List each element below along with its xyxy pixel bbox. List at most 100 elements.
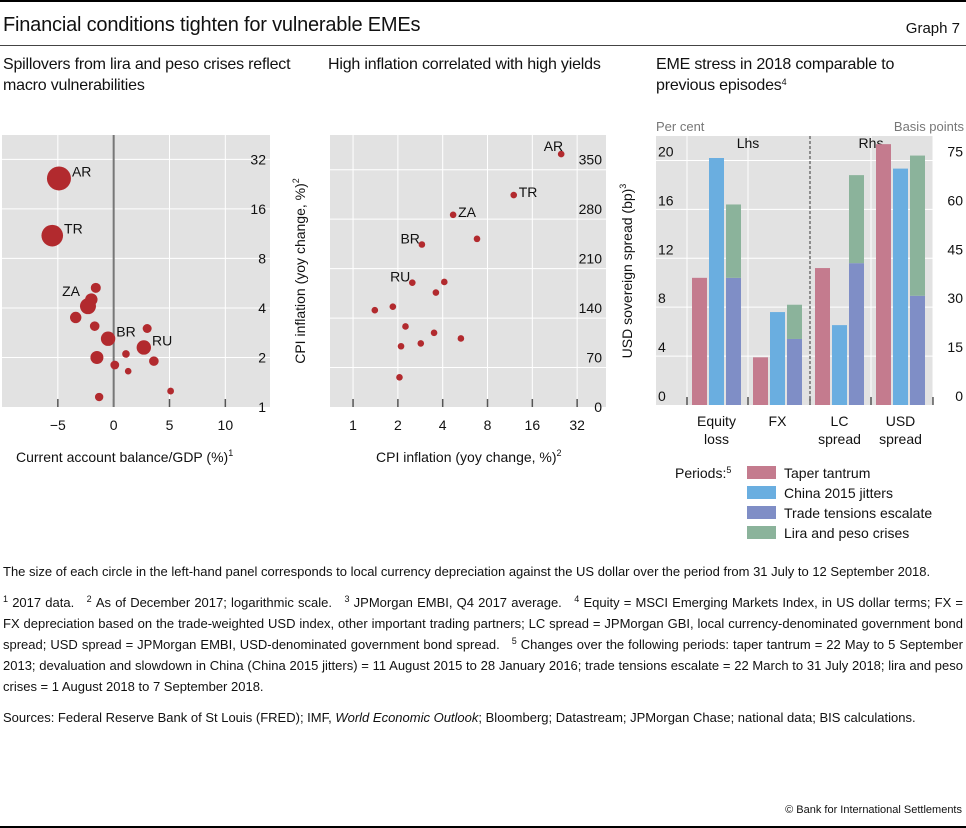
panel2-y-tick: 350 xyxy=(579,152,603,168)
panel2-point xyxy=(510,191,518,199)
panel2-y-tick: 280 xyxy=(579,201,603,217)
panel2-point-label: BR xyxy=(400,231,419,247)
panel3-bar-taper-tantrum xyxy=(692,277,707,405)
sources-prefix: Sources: Federal Reserve Bank of St Loui… xyxy=(3,710,336,725)
legend-title-text: Periods: xyxy=(675,465,727,481)
panel1-x-tick: 5 xyxy=(166,417,174,433)
panel3-category-label: spread xyxy=(879,431,922,447)
panel1-point xyxy=(124,367,132,375)
footnotes: 1 2017 data. 2 As of December 2017; loga… xyxy=(3,592,963,697)
panel3-bar-trade-tensions xyxy=(726,277,741,405)
legend-item-trade-tensions: Trade tensions escalate xyxy=(747,505,932,525)
legend-item-lira-peso: Lira and peso crises xyxy=(747,525,909,545)
panel3-bar-trade-tensions xyxy=(910,295,925,405)
legend-label: Lira and peso crises xyxy=(784,525,910,541)
panel1-y-tick: 8 xyxy=(258,250,266,266)
panel1-point xyxy=(100,331,116,346)
panel3-lhs-tick: 0 xyxy=(658,388,666,404)
panel2-point xyxy=(397,342,405,350)
panel3-lhs-label: Lhs xyxy=(737,135,760,151)
panel1-point-label: RU xyxy=(152,332,172,348)
panel1-x-tick: 0 xyxy=(110,417,118,433)
panel3-lhs-tick: 16 xyxy=(658,192,674,208)
panel1-y-axis-label: CPI inflation (yoy change, %)2 xyxy=(291,178,308,364)
panel3-rhs-tick: 15 xyxy=(947,339,963,355)
panel1-x-tick: 10 xyxy=(218,417,234,433)
panel2-point xyxy=(473,235,481,243)
panel3-category-label: spread xyxy=(818,431,861,447)
panel3-bar-lira-peso xyxy=(726,204,741,278)
panel3-category-label: Equity xyxy=(697,413,736,429)
panel3-bar-taper-tantrum xyxy=(753,357,768,405)
top-rule xyxy=(0,0,966,2)
panel3-left-unit: Per cent xyxy=(656,119,705,134)
legend-label: China 2015 jitters xyxy=(784,485,893,501)
legend-swatch xyxy=(747,486,776,499)
panel2-point xyxy=(440,278,448,286)
legend-title: Periods:5 xyxy=(675,465,731,481)
panel1-point xyxy=(94,392,104,402)
panel2-point xyxy=(418,241,426,248)
panel1-point xyxy=(90,350,104,364)
panel1-point xyxy=(79,298,96,315)
panel1-y-tick: 1 xyxy=(258,399,266,415)
legend-swatch xyxy=(747,506,776,519)
legend-title-sup: 5 xyxy=(726,465,732,475)
panel3-right-unit: Basis points xyxy=(894,119,965,134)
panel2-point xyxy=(402,323,409,330)
sources: Sources: Federal Reserve Bank of St Loui… xyxy=(3,707,963,728)
sources-italic: World Economic Outlook xyxy=(335,710,479,725)
panel2-x-tick: 16 xyxy=(525,417,541,433)
panel1-point xyxy=(122,350,130,358)
panel1-point xyxy=(142,324,152,334)
panel1-point xyxy=(136,340,152,355)
panel1-y-tick: 16 xyxy=(250,201,266,217)
panel3-rhs-tick: 75 xyxy=(947,143,963,159)
panel3-lhs-tick: 12 xyxy=(658,241,674,257)
panel3-category-label: loss xyxy=(704,431,729,447)
legend-item-china-2015-jitters: China 2015 jitters xyxy=(747,485,893,505)
panel2-y-tick: 70 xyxy=(586,350,602,366)
panel3-bar-taper-tantrum xyxy=(876,144,891,405)
panel2-y-tick: 0 xyxy=(594,399,602,415)
fn2-marker: 2 xyxy=(86,594,92,604)
bottom-rule xyxy=(0,826,966,828)
panel2-x-tick: 1 xyxy=(349,417,357,433)
fn4-marker: 4 xyxy=(574,594,580,604)
panel1-point xyxy=(149,356,159,366)
panel3-bar-trade-tensions xyxy=(787,338,802,405)
panel3-bar-china-2015 xyxy=(770,312,785,405)
footnote-2: As of December 2017; logarithmic scale. xyxy=(95,595,332,610)
legend-swatch xyxy=(747,466,776,479)
notes: The size of each circle in the left-hand… xyxy=(3,561,963,738)
panel3-category-label: USD xyxy=(886,413,916,429)
panel2-x-tick: 2 xyxy=(394,417,402,433)
panel2-y-tick: 210 xyxy=(579,251,603,267)
fn3-marker: 3 xyxy=(344,594,350,604)
panel2-point xyxy=(417,340,425,347)
panel1-x-tick: −5 xyxy=(50,417,66,433)
panel1-point xyxy=(41,224,64,247)
panel2-x-axis-label: CPI inflation (yoy change, %)2 xyxy=(376,448,562,465)
figure-title: Financial conditions tighten for vulnera… xyxy=(3,14,421,36)
panel2-point xyxy=(396,374,403,381)
panel3-title-sup: 4 xyxy=(781,77,787,87)
panel2-title: High inflation correlated with high yiel… xyxy=(328,56,601,73)
panel2-point-label: ZA xyxy=(458,204,477,220)
copyright: © Bank for International Settlements xyxy=(785,804,962,816)
panel1-y-tick: 2 xyxy=(258,349,266,365)
fn5-marker: 5 xyxy=(511,636,517,646)
panel2-point-label: TR xyxy=(519,184,538,200)
footnote-1: 2017 data. xyxy=(12,595,75,610)
footnote-5: Changes over the following periods: tape… xyxy=(3,637,963,694)
panel3-bar-taper-tantrum xyxy=(815,268,830,405)
panel1-y-tick: 4 xyxy=(258,300,266,316)
panel3-bar-lira-peso xyxy=(787,304,802,339)
panel2-point xyxy=(457,335,465,342)
panel1-point xyxy=(89,321,100,331)
sources-suffix: ; Bloomberg; Datastream; JPMorgan Chase;… xyxy=(478,710,916,725)
footnote-3: JPMorgan EMBI, Q4 2017 average. xyxy=(353,595,562,610)
panel1-point xyxy=(167,387,175,395)
panel2-point xyxy=(389,303,397,310)
panel3-rhs-tick: 30 xyxy=(947,290,963,306)
